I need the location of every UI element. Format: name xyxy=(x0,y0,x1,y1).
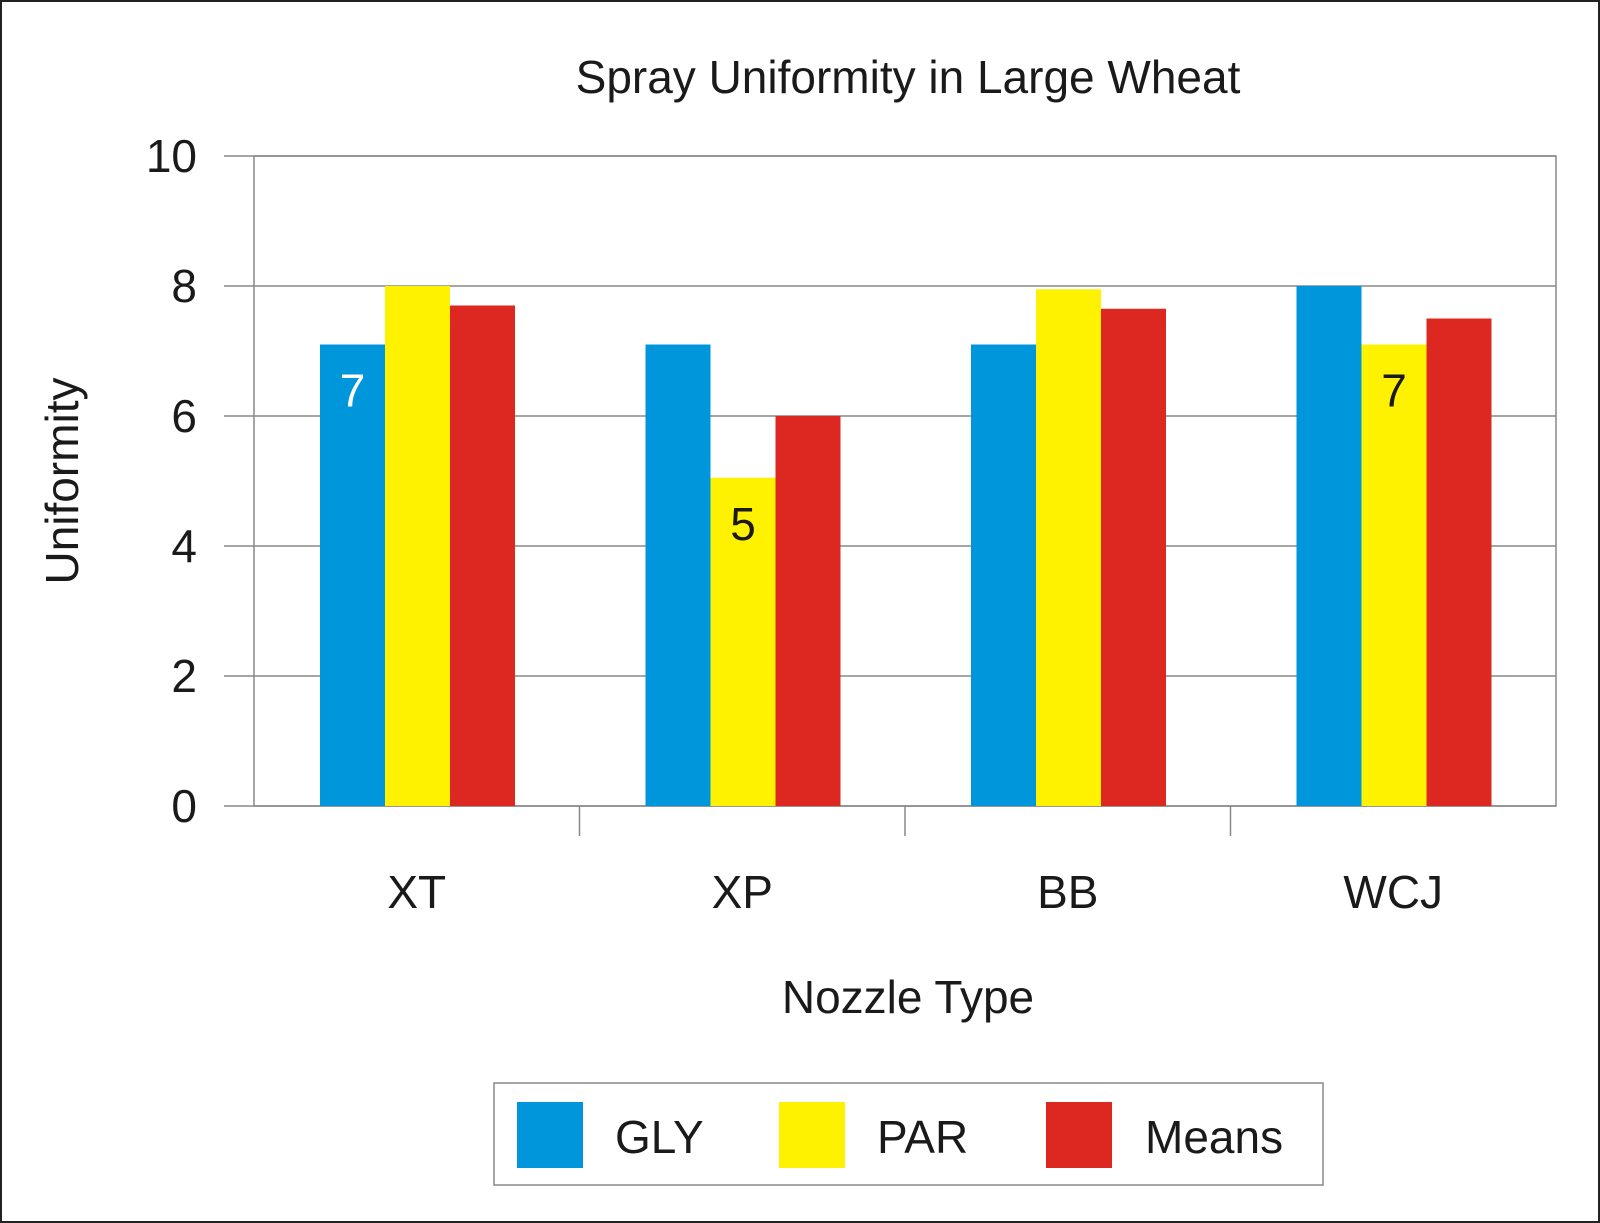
legend-swatch-gly xyxy=(517,1102,583,1168)
y-tick-label: 2 xyxy=(171,650,197,702)
bar-means-xp xyxy=(775,416,841,806)
x-axis-label: Nozzle Type xyxy=(782,971,1034,1023)
bar-means-bb xyxy=(1101,308,1166,806)
bar-gly-wcj xyxy=(1296,286,1362,806)
bar-means-wcj xyxy=(1426,318,1492,806)
bar-par-xt xyxy=(385,286,450,806)
bar-gly-bb xyxy=(971,344,1036,806)
x-tick-label: BB xyxy=(1037,866,1098,918)
data-label: 7 xyxy=(340,365,366,417)
y-tick-label: 4 xyxy=(171,520,197,572)
legend-swatch-par xyxy=(779,1102,845,1168)
bar-gly-xt xyxy=(320,344,385,806)
y-tick-label: 0 xyxy=(171,780,197,832)
y-axis-label: Uniformity xyxy=(36,377,88,584)
y-tick-label: 6 xyxy=(171,390,197,442)
legend xyxy=(493,1082,1324,1186)
x-tick-label: XP xyxy=(712,866,773,918)
x-tick-label: XT xyxy=(387,866,446,918)
y-tick-label: 10 xyxy=(146,130,197,182)
legend-label-gly: GLY xyxy=(615,1111,704,1163)
data-label: 7 xyxy=(1381,365,1407,417)
legend-swatch-means xyxy=(1046,1102,1112,1168)
bar-par-xp xyxy=(710,477,776,806)
bar-means-xt xyxy=(450,305,515,806)
data-label: 5 xyxy=(730,498,756,550)
legend-label-means: Means xyxy=(1145,1111,1283,1163)
bar-par-wcj xyxy=(1361,344,1427,806)
x-tick-label: WCJ xyxy=(1343,866,1443,918)
y-tick-label: 8 xyxy=(171,260,197,312)
chart-title: Spray Uniformity in Large Wheat xyxy=(576,51,1241,103)
bar-gly-xp xyxy=(645,344,711,806)
bar-par-bb xyxy=(1036,289,1101,806)
legend-label-par: PAR xyxy=(877,1111,968,1163)
